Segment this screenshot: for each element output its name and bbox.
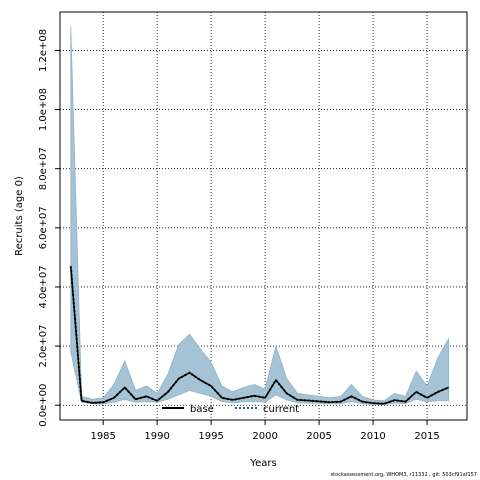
y-tick-label: 1.0e+08 bbox=[38, 88, 49, 131]
confidence-band bbox=[70, 26, 450, 406]
x-axis-label: Years bbox=[249, 458, 276, 469]
x-tick-label: 2015 bbox=[414, 431, 439, 442]
x-tick-label: 1990 bbox=[144, 431, 169, 442]
series-lines-layer bbox=[69, 266, 450, 405]
x-axis: 1985 1990 1995 2000 2005 2010 2015 bbox=[90, 420, 440, 442]
y-tick-label: 4.0e+07 bbox=[38, 265, 49, 308]
confidence-band-layer bbox=[70, 26, 450, 406]
legend-label-current: current bbox=[263, 404, 299, 415]
y-tick-label: 8.0e+07 bbox=[38, 147, 49, 190]
footer-credit: stockassessment.org, WHOM3, r11332 , git… bbox=[330, 472, 477, 478]
y-axis: 0.0e+00 2.0e+07 4.0e+07 6.0e+07 8.0e+07 1.0e+… bbox=[38, 29, 60, 427]
x-tick-label: 2005 bbox=[306, 431, 331, 442]
series-line-current bbox=[69, 266, 450, 405]
plot-frame bbox=[59, 11, 468, 421]
y-axis-label: Recruits (age 0) bbox=[14, 176, 25, 256]
x-tick-label: 2010 bbox=[360, 431, 385, 442]
y-tick-label: 2.0e+07 bbox=[38, 325, 49, 368]
x-tick-label: 1995 bbox=[198, 431, 223, 442]
legend: base current bbox=[162, 404, 299, 415]
grid-lines bbox=[60, 12, 467, 420]
y-tick-label: 1.2e+08 bbox=[38, 29, 49, 72]
y-tick-label: 0.0e+00 bbox=[38, 384, 49, 427]
x-tick-label: 2000 bbox=[252, 431, 277, 442]
y-tick-label: 6.0e+07 bbox=[38, 206, 49, 249]
x-tick-label: 1985 bbox=[90, 431, 115, 442]
legend-label-base: base bbox=[190, 404, 214, 415]
